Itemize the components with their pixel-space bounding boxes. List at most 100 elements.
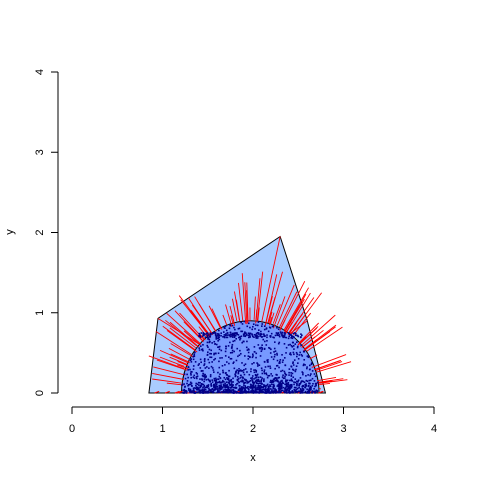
data-point	[184, 385, 186, 388]
data-point	[298, 386, 300, 389]
data-point	[263, 369, 266, 371]
data-point	[261, 347, 264, 349]
data-point	[244, 363, 247, 365]
data-point	[296, 341, 298, 343]
data-point	[306, 388, 308, 391]
data-point	[271, 375, 274, 377]
data-point	[313, 390, 316, 393]
data-point	[239, 369, 242, 371]
data-point	[199, 367, 202, 369]
data-point	[286, 384, 288, 386]
data-point	[258, 388, 260, 390]
data-point	[187, 387, 190, 390]
data-point	[196, 383, 199, 386]
data-point	[223, 334, 226, 336]
data-point	[213, 340, 216, 343]
data-point	[270, 392, 273, 394]
red-segment	[255, 278, 261, 321]
data-point	[207, 385, 210, 388]
data-point	[280, 391, 282, 394]
data-point	[228, 356, 230, 359]
data-point	[273, 385, 275, 388]
data-point	[227, 345, 230, 347]
data-point	[208, 391, 210, 394]
data-point	[248, 355, 251, 358]
data-point	[301, 355, 304, 357]
data-point	[297, 380, 299, 383]
data-point	[226, 383, 228, 386]
y-axis-label: y	[4, 229, 16, 235]
data-point	[238, 384, 240, 387]
data-point	[251, 378, 253, 381]
data-point	[255, 352, 258, 355]
data-point	[306, 380, 309, 383]
data-point	[196, 388, 198, 391]
data-point	[254, 387, 257, 390]
data-point	[294, 370, 297, 373]
data-point	[214, 343, 216, 345]
data-point	[299, 388, 302, 390]
data-point	[214, 381, 217, 384]
data-point	[218, 387, 220, 390]
red-segment	[178, 295, 209, 335]
data-point	[225, 333, 227, 335]
data-point	[219, 385, 222, 387]
data-point	[193, 353, 196, 356]
data-point	[255, 370, 258, 372]
data-point	[216, 391, 218, 394]
data-point	[257, 388, 259, 391]
data-point	[300, 336, 302, 338]
data-point	[257, 332, 260, 334]
data-point	[217, 391, 220, 393]
data-point	[211, 361, 213, 363]
data-point	[293, 348, 295, 350]
data-point	[191, 391, 193, 394]
data-point	[314, 391, 317, 394]
data-point	[204, 336, 207, 338]
data-point	[206, 344, 209, 347]
data-point	[299, 383, 302, 385]
data-point	[256, 382, 258, 385]
data-point	[284, 388, 286, 390]
data-point	[303, 358, 306, 361]
red-segment	[156, 359, 188, 371]
data-point	[207, 337, 210, 339]
data-point	[230, 383, 233, 385]
data-point	[215, 385, 218, 387]
red-segment	[314, 359, 341, 371]
data-point	[285, 374, 288, 376]
data-point	[310, 379, 312, 382]
data-point	[309, 374, 312, 377]
data-point	[260, 325, 263, 327]
data-point	[274, 387, 276, 390]
red-segment	[284, 305, 300, 332]
data-point	[285, 388, 287, 391]
data-point	[232, 386, 235, 389]
red-segment	[318, 382, 331, 386]
data-point	[231, 336, 234, 338]
data-point	[255, 371, 258, 373]
data-point	[184, 377, 187, 380]
data-point	[290, 337, 292, 339]
data-point	[260, 389, 262, 392]
data-point	[247, 336, 250, 339]
data-point	[244, 391, 246, 393]
data-point	[263, 335, 265, 338]
data-point	[263, 325, 266, 327]
data-point	[268, 326, 271, 329]
data-point	[237, 370, 240, 373]
data-point	[284, 375, 286, 378]
data-point	[277, 334, 279, 337]
data-point	[229, 331, 232, 334]
data-point	[315, 384, 317, 386]
data-point	[204, 392, 206, 394]
data-point	[212, 390, 214, 393]
data-point	[239, 352, 242, 355]
data-point	[218, 338, 221, 341]
data-point	[213, 352, 215, 355]
data-point	[308, 389, 311, 391]
data-point	[239, 388, 241, 391]
data-point	[301, 371, 304, 373]
data-point	[282, 386, 285, 389]
data-point	[242, 333, 245, 336]
